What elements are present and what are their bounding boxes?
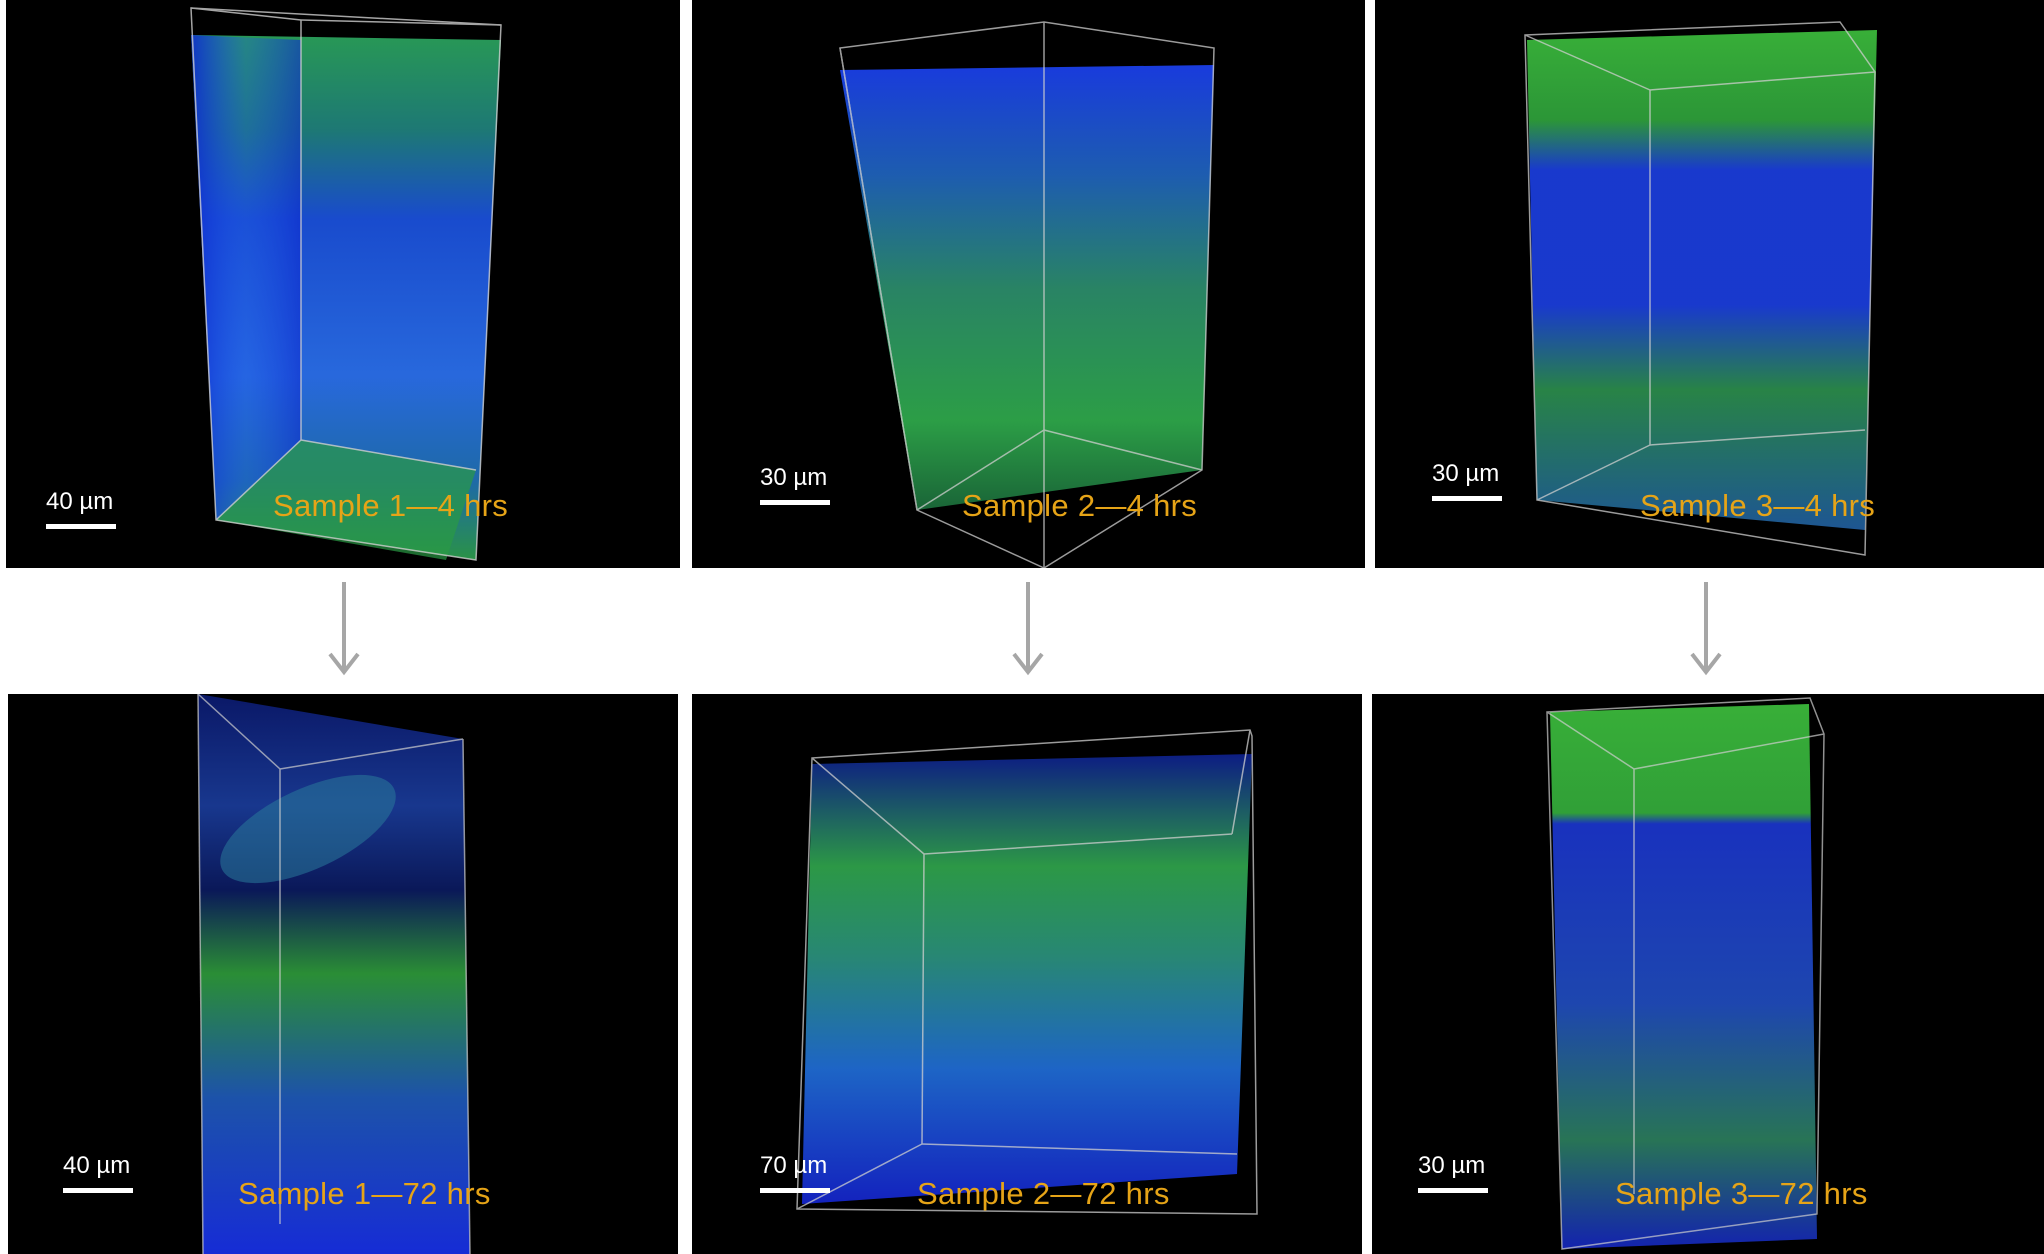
panel-label: Sample 3—4 hrs (1640, 488, 1876, 523)
scale-bar: 30 µm (1418, 1152, 1488, 1193)
scale-bar-label: 30 µm (1418, 1152, 1486, 1179)
scale-bar-line (1432, 496, 1502, 501)
panel-label: Sample 1—4 hrs (273, 488, 509, 523)
scale-bar-label: 30 µm (760, 464, 828, 491)
scale-bar-line (1418, 1188, 1488, 1193)
scale-bar: 40 µm (63, 1152, 133, 1193)
panel-sample-3-72hrs: 30 µm Sample 3—72 hrs (1372, 694, 2044, 1254)
panel-sample-2-72hrs: 70 µm Sample 2—72 hrs (692, 694, 1362, 1254)
panel-sample-2-4hrs: 30 µm Sample 2—4 hrs (692, 0, 1365, 568)
arrow-down-icon (1012, 582, 1044, 676)
volume-render-image (1524, 21, 1877, 556)
panel-label: Sample 1—72 hrs (238, 1176, 491, 1211)
panel-label: Sample 2—4 hrs (962, 488, 1198, 523)
panel-sample-3-4hrs: 30 µm Sample 3—4 hrs (1375, 0, 2044, 568)
arrow-down-icon (1690, 582, 1722, 676)
scale-bar-label: 40 µm (63, 1152, 131, 1179)
scale-bar: 40 µm (46, 488, 116, 529)
volume-render-image (190, 7, 502, 561)
panel-sample-1-4hrs: 40 µm Sample 1—4 hrs (6, 0, 680, 568)
volume-render-image (197, 694, 471, 1254)
scale-bar-line (63, 1188, 133, 1193)
scale-bar-line (760, 500, 830, 505)
scale-bar-line (760, 1188, 830, 1193)
scale-bar-label: 70 µm (760, 1152, 828, 1179)
panel-label: Sample 3—72 hrs (1615, 1176, 1868, 1211)
scale-bar: 30 µm (1432, 460, 1502, 501)
scale-bar: 30 µm (760, 464, 830, 505)
arrow-down-icon (328, 582, 360, 676)
volume-render-image (796, 729, 1258, 1215)
panel-sample-1-72hrs: 40 µm Sample 1—72 hrs (8, 694, 678, 1254)
scale-bar-label: 30 µm (1432, 460, 1500, 487)
volume-render-image (839, 21, 1215, 568)
scale-bar-line (46, 524, 116, 529)
scale-bar-label: 40 µm (46, 488, 114, 515)
scale-bar: 70 µm (760, 1152, 830, 1193)
panel-label: Sample 2—72 hrs (917, 1176, 1170, 1211)
volume-render-image (1546, 697, 1825, 1250)
